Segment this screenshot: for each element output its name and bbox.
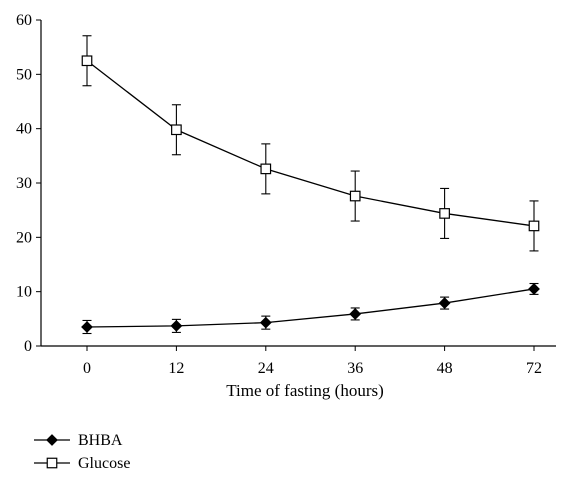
legend-label: BHBA: [78, 432, 123, 449]
glucose-point: [528, 220, 540, 232]
series-bhba: [81, 282, 540, 335]
y-tick-label: 40: [16, 121, 32, 138]
x-tick-label: 12: [168, 360, 184, 377]
legend: BHBA Glucose: [34, 432, 130, 472]
bhba-point: [528, 283, 540, 295]
glucose-point: [349, 190, 361, 202]
glucose-line: [86, 60, 535, 227]
legend-marker: [46, 457, 58, 469]
y-tick-label: 20: [16, 229, 32, 246]
bhba-point: [438, 297, 451, 309]
series-layer: [81, 35, 540, 335]
x-tick-label: 48: [437, 360, 453, 377]
y-ticks: 0 10 20 30 40 50 60: [16, 12, 41, 355]
x-tick-label: 72: [526, 360, 542, 377]
x-axis-title: Time of fasting (hours): [226, 381, 384, 400]
series-glucose: [81, 35, 540, 252]
bhba-point: [259, 316, 272, 329]
bhba-point: [349, 308, 362, 320]
legend-label: Glucose: [78, 455, 130, 472]
x-tick-label: 0: [83, 360, 91, 377]
x-tick-label: 24: [258, 360, 274, 377]
y-tick-label: 0: [24, 338, 32, 355]
legend-marker: [46, 434, 58, 446]
bhba-point: [170, 319, 183, 332]
y-tick-label: 60: [16, 12, 32, 29]
glucose-point: [81, 55, 93, 67]
y-tick-label: 30: [16, 175, 32, 192]
glucose-point: [171, 124, 182, 136]
glucose-point: [439, 208, 450, 219]
x-ticks: 0 12 24 36 48 72: [83, 346, 542, 377]
legend-item-bhba: BHBA: [34, 432, 123, 449]
glucose-point: [260, 163, 272, 175]
bhba-point: [81, 321, 93, 333]
bhba-line: [86, 288, 535, 328]
x-tick-label: 36: [347, 360, 363, 377]
y-tick-label: 50: [16, 66, 32, 83]
y-tick-label: 10: [16, 284, 32, 301]
legend-item-glucose: Glucose: [34, 455, 130, 472]
